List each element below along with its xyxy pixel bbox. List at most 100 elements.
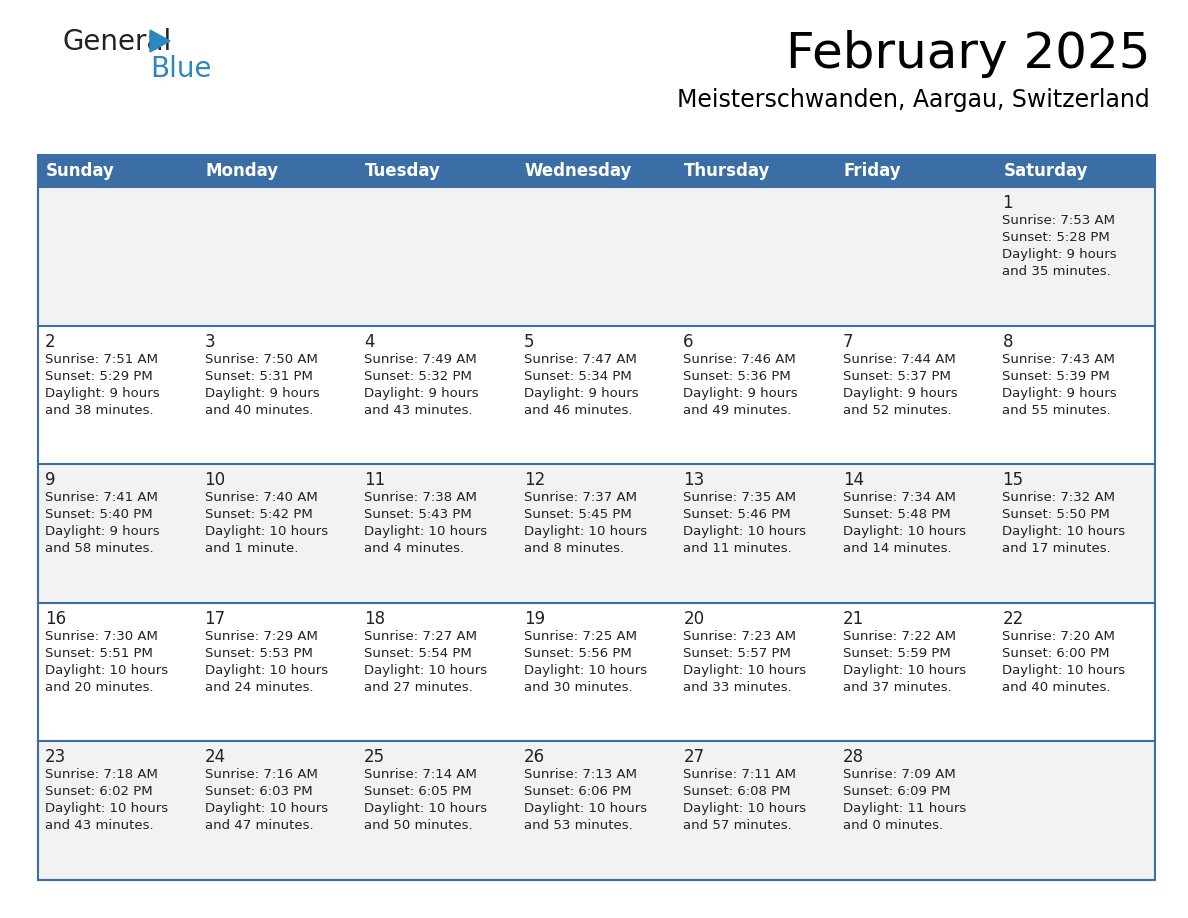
Bar [38, 155, 1155, 880]
Bar [836, 603, 996, 742]
Text: 10: 10 [204, 471, 226, 489]
Bar [996, 155, 1155, 187]
Bar [517, 465, 676, 603]
Bar [38, 603, 197, 742]
Text: Sunrise: 7:34 AM
Sunset: 5:48 PM
Daylight: 10 hours
and 14 minutes.: Sunrise: 7:34 AM Sunset: 5:48 PM Dayligh… [842, 491, 966, 555]
Text: 3: 3 [204, 332, 215, 351]
Bar [358, 155, 517, 187]
Bar [197, 603, 358, 742]
Text: 25: 25 [365, 748, 385, 767]
Text: Sunrise: 7:20 AM
Sunset: 6:00 PM
Daylight: 10 hours
and 40 minutes.: Sunrise: 7:20 AM Sunset: 6:00 PM Dayligh… [1003, 630, 1125, 694]
Text: 28: 28 [842, 748, 864, 767]
Text: Sunrise: 7:25 AM
Sunset: 5:56 PM
Daylight: 10 hours
and 30 minutes.: Sunrise: 7:25 AM Sunset: 5:56 PM Dayligh… [524, 630, 646, 694]
Bar [38, 326, 197, 465]
Bar [996, 187, 1155, 326]
Text: Blue: Blue [150, 55, 211, 83]
Text: Wednesday: Wednesday [525, 162, 632, 180]
Bar [358, 742, 517, 880]
Text: 20: 20 [683, 610, 704, 628]
Bar [676, 155, 836, 187]
Bar [676, 742, 836, 880]
Bar [197, 465, 358, 603]
Text: 23: 23 [45, 748, 67, 767]
Text: Sunrise: 7:43 AM
Sunset: 5:39 PM
Daylight: 9 hours
and 55 minutes.: Sunrise: 7:43 AM Sunset: 5:39 PM Dayligh… [1003, 353, 1117, 417]
Text: Sunrise: 7:47 AM
Sunset: 5:34 PM
Daylight: 9 hours
and 46 minutes.: Sunrise: 7:47 AM Sunset: 5:34 PM Dayligh… [524, 353, 638, 417]
Bar [676, 603, 836, 742]
Text: Sunrise: 7:13 AM
Sunset: 6:06 PM
Daylight: 10 hours
and 53 minutes.: Sunrise: 7:13 AM Sunset: 6:06 PM Dayligh… [524, 768, 646, 833]
Text: Sunrise: 7:50 AM
Sunset: 5:31 PM
Daylight: 9 hours
and 40 minutes.: Sunrise: 7:50 AM Sunset: 5:31 PM Dayligh… [204, 353, 320, 417]
Bar [197, 187, 358, 326]
Bar [517, 603, 676, 742]
Text: 6: 6 [683, 332, 694, 351]
Bar [996, 326, 1155, 465]
Bar [996, 465, 1155, 603]
Polygon shape [150, 30, 170, 52]
Bar [836, 742, 996, 880]
Text: Friday: Friday [843, 162, 902, 180]
Bar [197, 326, 358, 465]
Bar [38, 742, 197, 880]
Bar [197, 155, 358, 187]
Bar [358, 465, 517, 603]
Bar [836, 187, 996, 326]
Text: Sunrise: 7:51 AM
Sunset: 5:29 PM
Daylight: 9 hours
and 38 minutes.: Sunrise: 7:51 AM Sunset: 5:29 PM Dayligh… [45, 353, 159, 417]
Text: Sunrise: 7:46 AM
Sunset: 5:36 PM
Daylight: 9 hours
and 49 minutes.: Sunrise: 7:46 AM Sunset: 5:36 PM Dayligh… [683, 353, 798, 417]
Text: Sunrise: 7:44 AM
Sunset: 5:37 PM
Daylight: 9 hours
and 52 minutes.: Sunrise: 7:44 AM Sunset: 5:37 PM Dayligh… [842, 353, 958, 417]
Text: 5: 5 [524, 332, 535, 351]
Text: Sunrise: 7:30 AM
Sunset: 5:51 PM
Daylight: 10 hours
and 20 minutes.: Sunrise: 7:30 AM Sunset: 5:51 PM Dayligh… [45, 630, 169, 694]
Text: 21: 21 [842, 610, 864, 628]
Text: Saturday: Saturday [1004, 162, 1088, 180]
Text: 15: 15 [1003, 471, 1024, 489]
Bar [38, 155, 197, 187]
Text: Sunrise: 7:53 AM
Sunset: 5:28 PM
Daylight: 9 hours
and 35 minutes.: Sunrise: 7:53 AM Sunset: 5:28 PM Dayligh… [1003, 214, 1117, 278]
Text: 17: 17 [204, 610, 226, 628]
Text: Sunrise: 7:27 AM
Sunset: 5:54 PM
Daylight: 10 hours
and 27 minutes.: Sunrise: 7:27 AM Sunset: 5:54 PM Dayligh… [365, 630, 487, 694]
Text: Sunrise: 7:23 AM
Sunset: 5:57 PM
Daylight: 10 hours
and 33 minutes.: Sunrise: 7:23 AM Sunset: 5:57 PM Dayligh… [683, 630, 807, 694]
Text: Sunrise: 7:09 AM
Sunset: 6:09 PM
Daylight: 11 hours
and 0 minutes.: Sunrise: 7:09 AM Sunset: 6:09 PM Dayligh… [842, 768, 966, 833]
Bar [836, 326, 996, 465]
Text: Sunrise: 7:40 AM
Sunset: 5:42 PM
Daylight: 10 hours
and 1 minute.: Sunrise: 7:40 AM Sunset: 5:42 PM Dayligh… [204, 491, 328, 555]
Text: 9: 9 [45, 471, 56, 489]
Bar [517, 155, 676, 187]
Text: Sunrise: 7:22 AM
Sunset: 5:59 PM
Daylight: 10 hours
and 37 minutes.: Sunrise: 7:22 AM Sunset: 5:59 PM Dayligh… [842, 630, 966, 694]
Bar [836, 465, 996, 603]
Bar [358, 187, 517, 326]
Text: 4: 4 [365, 332, 374, 351]
Text: February 2025: February 2025 [785, 30, 1150, 78]
Text: 8: 8 [1003, 332, 1013, 351]
Bar [517, 326, 676, 465]
Text: Sunrise: 7:14 AM
Sunset: 6:05 PM
Daylight: 10 hours
and 50 minutes.: Sunrise: 7:14 AM Sunset: 6:05 PM Dayligh… [365, 768, 487, 833]
Text: 7: 7 [842, 332, 853, 351]
Text: General: General [62, 28, 171, 56]
Bar [358, 326, 517, 465]
Text: 22: 22 [1003, 610, 1024, 628]
Text: 18: 18 [365, 610, 385, 628]
Bar [676, 326, 836, 465]
Text: 24: 24 [204, 748, 226, 767]
Text: Monday: Monday [206, 162, 279, 180]
Text: Sunday: Sunday [46, 162, 115, 180]
Text: Sunrise: 7:16 AM
Sunset: 6:03 PM
Daylight: 10 hours
and 47 minutes.: Sunrise: 7:16 AM Sunset: 6:03 PM Dayligh… [204, 768, 328, 833]
Text: 2: 2 [45, 332, 56, 351]
Bar [38, 465, 197, 603]
Text: Sunrise: 7:11 AM
Sunset: 6:08 PM
Daylight: 10 hours
and 57 minutes.: Sunrise: 7:11 AM Sunset: 6:08 PM Dayligh… [683, 768, 807, 833]
Text: 1: 1 [1003, 194, 1013, 212]
Bar [38, 187, 197, 326]
Text: Tuesday: Tuesday [365, 162, 441, 180]
Text: 14: 14 [842, 471, 864, 489]
Text: 12: 12 [524, 471, 545, 489]
Bar [517, 187, 676, 326]
Bar [836, 155, 996, 187]
Text: 26: 26 [524, 748, 545, 767]
Text: Meisterschwanden, Aargau, Switzerland: Meisterschwanden, Aargau, Switzerland [677, 88, 1150, 112]
Text: 27: 27 [683, 748, 704, 767]
Bar [197, 742, 358, 880]
Text: Sunrise: 7:18 AM
Sunset: 6:02 PM
Daylight: 10 hours
and 43 minutes.: Sunrise: 7:18 AM Sunset: 6:02 PM Dayligh… [45, 768, 169, 833]
Bar [517, 742, 676, 880]
Bar [676, 187, 836, 326]
Text: 16: 16 [45, 610, 67, 628]
Text: Sunrise: 7:29 AM
Sunset: 5:53 PM
Daylight: 10 hours
and 24 minutes.: Sunrise: 7:29 AM Sunset: 5:53 PM Dayligh… [204, 630, 328, 694]
Text: Sunrise: 7:41 AM
Sunset: 5:40 PM
Daylight: 9 hours
and 58 minutes.: Sunrise: 7:41 AM Sunset: 5:40 PM Dayligh… [45, 491, 159, 555]
Text: Sunrise: 7:32 AM
Sunset: 5:50 PM
Daylight: 10 hours
and 17 minutes.: Sunrise: 7:32 AM Sunset: 5:50 PM Dayligh… [1003, 491, 1125, 555]
Bar [676, 465, 836, 603]
